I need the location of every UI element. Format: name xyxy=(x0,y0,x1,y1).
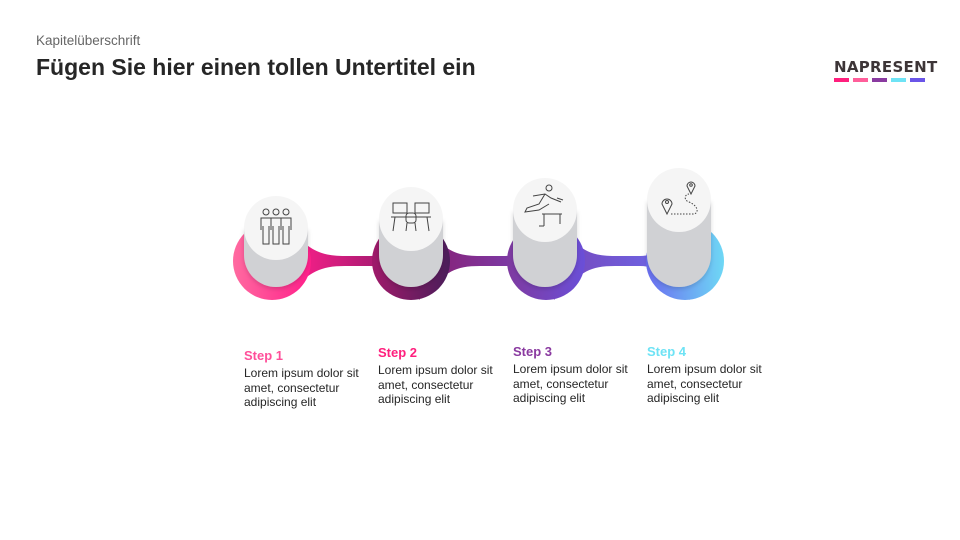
workstation-icon xyxy=(391,202,431,232)
step-description: Lorem ipsum dolor sit amet, consectetur … xyxy=(244,366,359,409)
logo-bar xyxy=(853,78,868,82)
logo: NAPRESENT xyxy=(834,58,938,82)
step-description: Lorem ipsum dolor sit amet, consectetur … xyxy=(513,362,628,405)
step-label: Step 4 xyxy=(647,344,687,359)
step-4-text: Step 4 Lorem ipsum dolor sit amet, consec… xyxy=(647,344,772,406)
step-node-3 xyxy=(507,178,585,300)
logo-color-bars xyxy=(834,78,926,82)
cylinder-top xyxy=(647,168,711,232)
step-label: Step 3 xyxy=(513,344,553,359)
hurdle-runner-icon xyxy=(524,184,564,227)
step-node-4 xyxy=(646,168,724,300)
logo-bar xyxy=(834,78,849,82)
step-description: Lorem ipsum dolor sit amet, consectetur … xyxy=(378,363,493,406)
connector-band xyxy=(290,230,690,300)
step-3-text: Step 3 Lorem ipsum dolor sit amet, consec… xyxy=(513,344,638,406)
step-2-text: Step 2 Lorem ipsum dolor sit amet, consec… xyxy=(378,345,503,407)
step-node-1 xyxy=(233,196,311,300)
cylinder-top xyxy=(513,178,577,242)
step-label: Step 1 xyxy=(244,348,284,363)
page-title: Fügen Sie hier einen tollen Untertitel e… xyxy=(36,54,476,80)
logo-bar xyxy=(910,78,925,82)
route-pins-icon xyxy=(661,181,698,216)
logo-bar xyxy=(891,78,906,82)
step-node-2 xyxy=(372,187,450,300)
step-label: Step 2 xyxy=(378,345,418,360)
step-description: Lorem ipsum dolor sit amet, consectetur … xyxy=(647,362,762,405)
step-1-text: Step 1 Lorem ipsum dolor sit amet, consec… xyxy=(244,348,369,410)
chapter-heading: Kapitelüberschrift xyxy=(36,33,141,48)
cylinder-top xyxy=(244,196,308,260)
cylinder-top xyxy=(379,187,443,251)
team-icon xyxy=(260,208,292,245)
logo-text: NAPRESENT xyxy=(834,58,938,76)
logo-bar xyxy=(872,78,887,82)
